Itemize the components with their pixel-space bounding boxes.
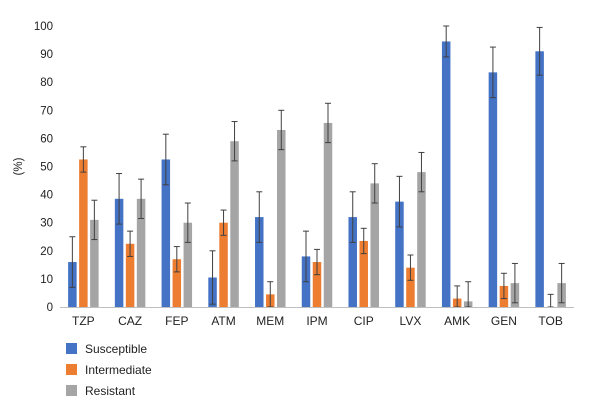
legend-swatch-resistant: [66, 385, 77, 396]
bar-susceptible-tob: [535, 51, 544, 307]
plot-area: [68, 25, 566, 308]
bar-intermediate-ipm: [312, 262, 322, 307]
y-tick-label-30: 30: [40, 218, 53, 230]
x-tick-label-lvx: LVX: [400, 314, 422, 328]
x-tick-label-cip: CIP: [354, 314, 374, 328]
bar-resistant-mem: [277, 129, 286, 307]
bar-resistant-atm: [230, 141, 239, 307]
bar-intermediate-tzp: [79, 159, 88, 307]
bar-susceptible-amk: [441, 41, 451, 307]
legend-item-susceptible: Susceptible: [66, 338, 152, 359]
bar-intermediate-fep: [172, 259, 182, 307]
y-tick-label-40: 40: [40, 190, 53, 202]
x-axis: TZP CAZ FEP ATM MEM IPM CIP LVX AMK GEN TOB: [72, 314, 563, 328]
y-axis: 0 10 20 30 40 50 60 70 80 90 100: [34, 21, 53, 314]
y-tick-label-10: 10: [40, 274, 53, 286]
bar-susceptible-caz: [114, 198, 124, 307]
legend-item-resistant: Resistant: [66, 380, 152, 401]
bar-resistant-cip: [370, 183, 379, 307]
x-tick-label-amk: AMK: [444, 314, 470, 328]
x-tick-label-tzp: TZP: [72, 314, 95, 328]
x-tick-label-ipm: IPM: [306, 314, 327, 328]
legend-label-intermediate: Intermediate: [85, 362, 152, 377]
y-tick-label-20: 20: [40, 246, 53, 258]
y-tick-label-60: 60: [40, 133, 53, 145]
bar-resistant-tzp: [90, 219, 99, 307]
y-tick-label-80: 80: [40, 77, 53, 89]
bar-susceptible-cip: [348, 217, 357, 307]
y-tick-label-50: 50: [40, 162, 53, 174]
legend-swatch-susceptible: [66, 343, 77, 354]
bar-intermediate-atm: [219, 222, 228, 307]
x-tick-label-atm: ATM: [211, 314, 235, 328]
bar-chart: 0 10 20 30 40 50 60 70 80 90 100 TZP CAZ FEP ATM MEM IP…: [13, 21, 574, 328]
x-tick-label-tob: TOB: [538, 314, 562, 328]
legend: Susceptible Intermediate Resistant: [66, 338, 152, 401]
x-tick-label-fep: FEP: [165, 314, 188, 328]
y-tick-label-100: 100: [34, 21, 53, 33]
y-tick-label-70: 70: [40, 105, 53, 117]
legend-item-intermediate: Intermediate: [66, 359, 152, 380]
x-tick-label-gen: GEN: [491, 314, 517, 328]
bar-resistant-caz: [136, 198, 146, 307]
bar-resistant-ipm: [323, 122, 333, 307]
bar-susceptible-fep: [161, 159, 171, 307]
x-tick-label-mem: MEM: [256, 314, 284, 328]
y-tick-label-0: 0: [47, 302, 53, 314]
y-tick-label-90: 90: [40, 49, 53, 61]
bar-susceptible-gen: [488, 72, 498, 308]
bar-susceptible-lvx: [395, 201, 404, 307]
bar-susceptible-mem: [255, 217, 264, 307]
bar-resistant-lvx: [417, 172, 426, 307]
bar-resistant-fep: [183, 222, 193, 307]
legend-label-resistant: Resistant: [85, 383, 136, 398]
y-axis-title: (%): [13, 157, 25, 175]
bar-intermediate-cip: [359, 240, 368, 307]
bar-intermediate-lvx: [406, 267, 415, 307]
legend-swatch-intermediate: [66, 364, 77, 375]
bar-intermediate-caz: [125, 243, 135, 307]
x-tick-label-caz: CAZ: [118, 314, 142, 328]
legend-label-susceptible: Susceptible: [85, 341, 148, 356]
